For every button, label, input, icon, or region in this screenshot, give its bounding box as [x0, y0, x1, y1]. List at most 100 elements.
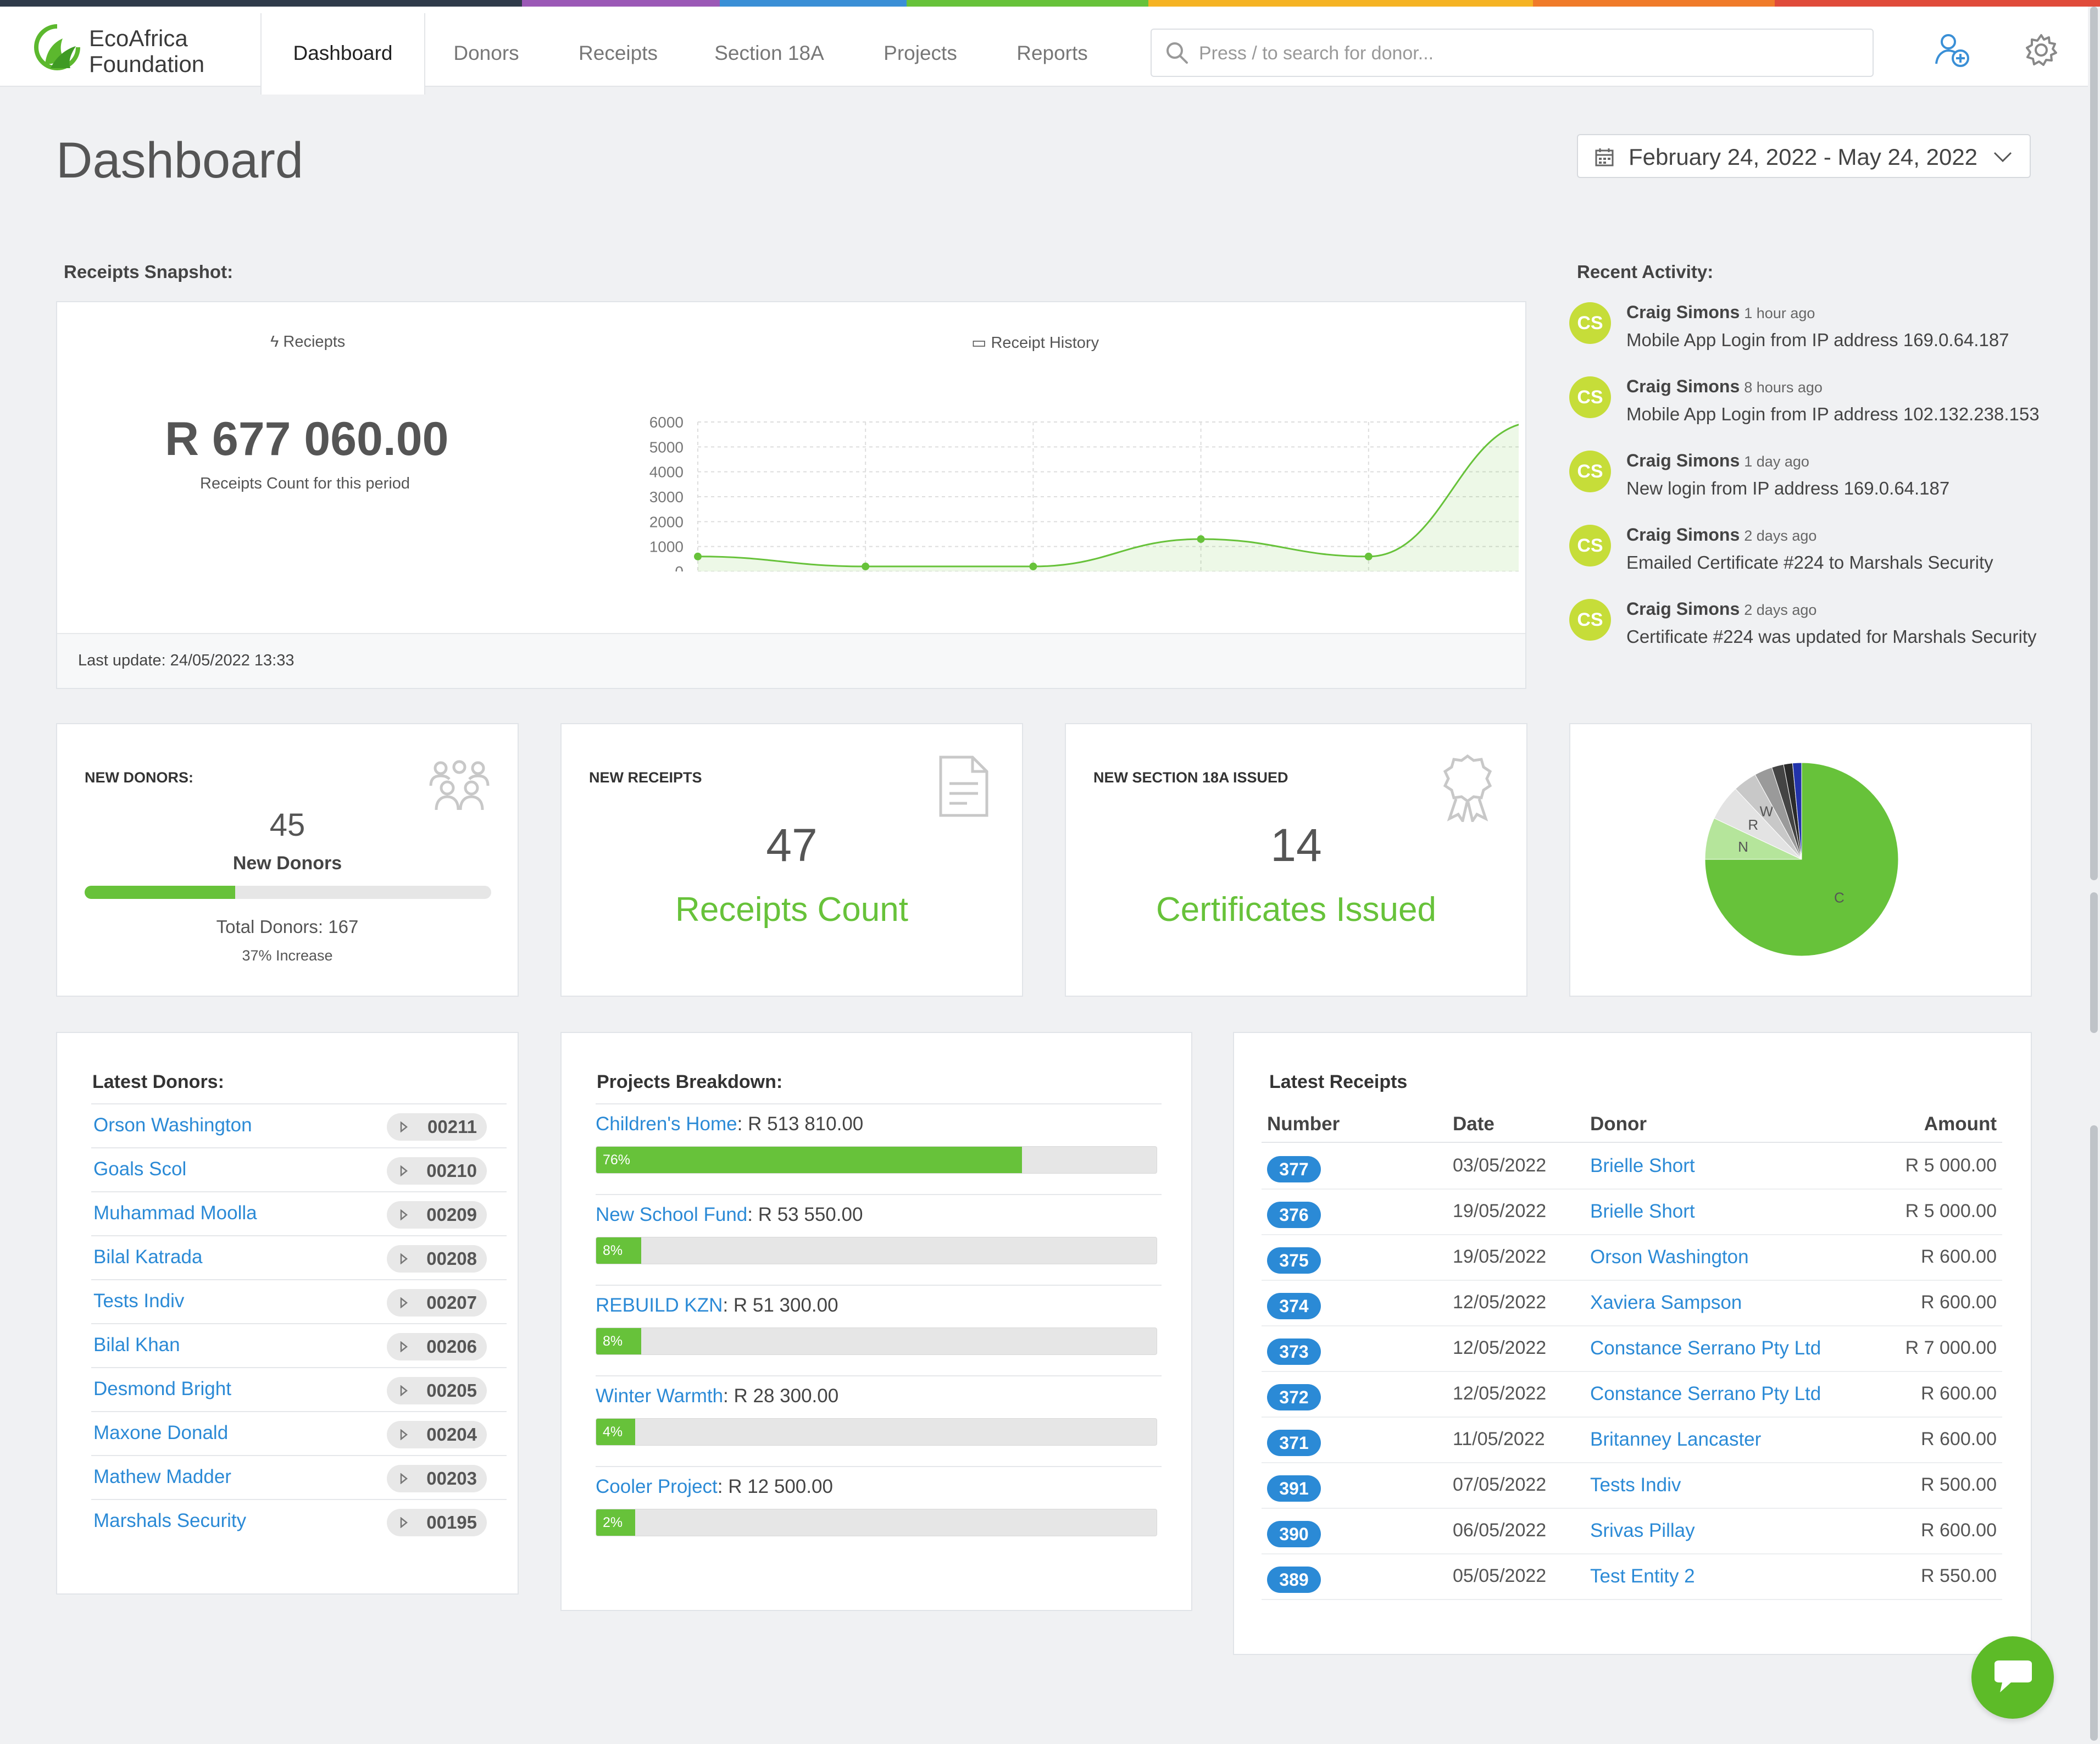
donor-link[interactable]: Bilal Khan	[93, 1334, 180, 1356]
donor-row[interactable]: Orson Washington 00211	[91, 1103, 507, 1147]
project-link[interactable]: Winter Warmth	[596, 1385, 724, 1407]
donor-row[interactable]: Tests Indiv 00207	[91, 1279, 507, 1323]
donor-link[interactable]: Bilal Katrada	[93, 1246, 203, 1268]
donor-id-badge[interactable]: 00208	[387, 1245, 487, 1273]
table-row[interactable]: 390 06/05/2022 Srivas Pillay R 600.00	[1262, 1509, 2002, 1554]
receipt-amount: R 500.00	[1921, 1474, 1997, 1495]
col-number[interactable]: Number	[1267, 1113, 1340, 1135]
project-row: Winter Warmth: R 28 300.00 4%	[596, 1375, 1162, 1465]
donor-id-badge[interactable]: 00210	[387, 1157, 487, 1185]
col-donor[interactable]: Donor	[1590, 1113, 1647, 1135]
receipt-donor-link[interactable]: Orson Washington	[1590, 1246, 1749, 1268]
date-range-picker[interactable]: February 24, 2022 - May 24, 2022	[1577, 134, 2031, 178]
donor-row[interactable]: Maxone Donald 00204	[91, 1411, 507, 1455]
donor-link[interactable]: Goals Scol	[93, 1158, 187, 1180]
donor-id-badge[interactable]: 00206	[387, 1333, 487, 1360]
table-row[interactable]: 389 05/05/2022 Test Entity 2 R 550.00	[1262, 1554, 2002, 1600]
activity-item[interactable]: CS Craig Simons 1 day ago New login from …	[1569, 451, 2042, 511]
document-icon	[939, 756, 988, 817]
tab-dashboard[interactable]: Dashboard	[260, 13, 425, 95]
donor-id-badge[interactable]: 00203	[387, 1465, 487, 1492]
donor-id-badge[interactable]: 00204	[387, 1421, 487, 1448]
tab-receipts[interactable]: Receipts	[579, 42, 658, 64]
chat-button[interactable]	[1971, 1636, 2054, 1719]
snapshot-section-label: Receipts Snapshot:	[64, 262, 234, 282]
donor-row[interactable]: Muhammad Moolla 00209	[91, 1191, 507, 1235]
gear-icon[interactable]	[2024, 33, 2058, 67]
receipt-number-badge[interactable]: 389	[1267, 1567, 1321, 1593]
search-input[interactable]	[1199, 40, 1858, 67]
donor-link[interactable]: Maxone Donald	[93, 1422, 229, 1443]
table-row[interactable]: 371 11/05/2022 Britanney Lancaster R 600.00	[1262, 1418, 2002, 1463]
logo-line1: EcoAfrica	[89, 25, 188, 51]
receipt-history-chart: 60005000400030002000100002022-03-222022-…	[649, 414, 1519, 571]
donor-id-badge[interactable]: 00207	[387, 1289, 487, 1317]
receipt-number-badge[interactable]: 377	[1267, 1156, 1321, 1182]
project-link[interactable]: Cooler Project	[596, 1476, 718, 1497]
table-row[interactable]: 391 07/05/2022 Tests Indiv R 500.00	[1262, 1463, 2002, 1509]
receipt-number-badge[interactable]: 373	[1267, 1338, 1321, 1365]
receipt-number-badge[interactable]: 374	[1267, 1293, 1321, 1319]
stat-label: NEW SECTION 18A ISSUED	[1093, 769, 1288, 786]
donor-row[interactable]: Bilal Khan 00206	[91, 1323, 507, 1367]
donor-row[interactable]: Mathew Madder 00203	[91, 1455, 507, 1499]
tab-projects[interactable]: Projects	[884, 42, 957, 64]
tab-section-18a[interactable]: Section 18A	[714, 42, 824, 64]
activity-item[interactable]: CS Craig Simons 1 hour ago Mobile App Log…	[1569, 302, 2042, 363]
activity-item[interactable]: CS Craig Simons 8 hours ago Mobile App Lo…	[1569, 376, 2042, 437]
receipt-donor-link[interactable]: Srivas Pillay	[1590, 1520, 1695, 1541]
receipt-donor-link[interactable]: Tests Indiv	[1590, 1474, 1681, 1496]
receipt-donor-link[interactable]: Xaviera Sampson	[1590, 1292, 1742, 1313]
donor-row[interactable]: Goals Scol 00210	[91, 1147, 507, 1191]
activity-item[interactable]: CS Craig Simons 2 days ago Emailed Certif…	[1569, 525, 2042, 585]
receipt-donor-link[interactable]: Britanney Lancaster	[1590, 1429, 1762, 1450]
donor-link[interactable]: Tests Indiv	[93, 1290, 185, 1312]
table-row[interactable]: 373 12/05/2022 Constance Serrano Pty Ltd R …	[1262, 1326, 2002, 1372]
add-user-icon[interactable]	[1934, 32, 1971, 69]
page-scrollbar[interactable]	[2088, 7, 2100, 1744]
col-amount[interactable]: Amount	[1924, 1113, 1997, 1135]
donor-link[interactable]: Marshals Security	[93, 1510, 247, 1531]
project-progress-bar: 2%	[596, 1509, 1157, 1536]
latest-donors-title: Latest Donors:	[92, 1071, 224, 1092]
table-row[interactable]: 374 12/05/2022 Xaviera Sampson R 600.00	[1262, 1281, 2002, 1326]
donor-id-badge[interactable]: 00195	[387, 1509, 487, 1536]
donor-row[interactable]: Desmond Bright 00205	[91, 1367, 507, 1411]
project-link[interactable]: New School Fund	[596, 1204, 748, 1225]
table-row[interactable]: 375 19/05/2022 Orson Washington R 600.00	[1262, 1235, 2002, 1281]
activity-item[interactable]: CS Craig Simons 2 days ago Certificate #2…	[1569, 599, 2042, 659]
donor-link[interactable]: Desmond Bright	[93, 1378, 231, 1399]
donor-link[interactable]: Muhammad Moolla	[93, 1202, 257, 1224]
donor-id-badge[interactable]: 00211	[387, 1113, 487, 1141]
donor-row[interactable]: Bilal Katrada 00208	[91, 1235, 507, 1279]
donor-link[interactable]: Mathew Madder	[93, 1466, 231, 1487]
receipt-number-badge[interactable]: 372	[1267, 1384, 1321, 1410]
receipt-number-badge[interactable]: 376	[1267, 1202, 1321, 1228]
receipt-donor-link[interactable]: Constance Serrano Pty Ltd	[1590, 1337, 1821, 1359]
table-row[interactable]: 372 12/05/2022 Constance Serrano Pty Ltd R …	[1262, 1372, 2002, 1418]
donor-id-badge[interactable]: 00209	[387, 1201, 487, 1229]
receipt-number-badge[interactable]: 390	[1267, 1521, 1321, 1547]
receipt-donor-link[interactable]: Brielle Short	[1590, 1155, 1695, 1176]
donor-id-badge[interactable]: 00205	[387, 1377, 487, 1404]
latest-receipts-title: Latest Receipts	[1269, 1071, 1408, 1092]
table-row[interactable]: 377 03/05/2022 Brielle Short R 5 000.00	[1262, 1144, 2002, 1190]
tab-donors[interactable]: Donors	[453, 42, 519, 64]
project-link[interactable]: REBUILD KZN	[596, 1295, 723, 1316]
donor-row[interactable]: Marshals Security 00195	[91, 1499, 507, 1543]
receipt-donor-link[interactable]: Brielle Short	[1590, 1201, 1695, 1222]
project-link[interactable]: Children's Home	[596, 1113, 737, 1135]
receipt-number-badge[interactable]: 391	[1267, 1475, 1321, 1502]
donor-increase: 37% Increase	[242, 947, 333, 964]
receipt-number-badge[interactable]: 375	[1267, 1247, 1321, 1274]
receipt-donor-link[interactable]: Test Entity 2	[1590, 1565, 1695, 1587]
app-logo[interactable]: EcoAfrica Foundation	[34, 19, 232, 77]
receipt-number-badge[interactable]: 371	[1267, 1430, 1321, 1456]
tab-reports[interactable]: Reports	[1016, 42, 1088, 64]
donor-link[interactable]: Orson Washington	[93, 1114, 252, 1136]
table-row[interactable]: 376 19/05/2022 Brielle Short R 5 000.00	[1262, 1190, 2002, 1235]
receipt-donor-link[interactable]: Constance Serrano Pty Ltd	[1590, 1383, 1821, 1404]
new-donors-card: NEW DONORS: 45 New Donors Total Donors: …	[56, 723, 519, 997]
donor-search[interactable]	[1151, 29, 1874, 77]
col-date[interactable]: Date	[1453, 1113, 1495, 1135]
